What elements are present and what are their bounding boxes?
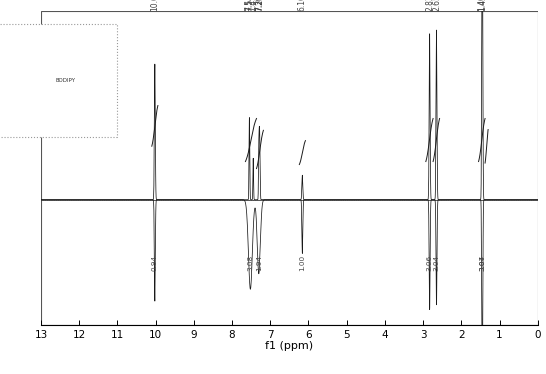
Text: 3.04: 3.04	[434, 254, 440, 271]
Bar	[41, 11, 538, 325]
Text: 7.45: 7.45	[249, 0, 258, 10]
Text: 1.00: 1.00	[299, 254, 305, 271]
Text: 7.54: 7.54	[245, 0, 254, 10]
X-axis label: f1 (ppm): f1 (ppm)	[265, 341, 313, 351]
Text: 2.65: 2.65	[432, 0, 441, 10]
Text: 7.55: 7.55	[245, 0, 254, 10]
Text: 3.06: 3.06	[426, 254, 432, 271]
Text: 1.46: 1.46	[478, 0, 486, 10]
Text: 3.07: 3.07	[479, 254, 485, 271]
Text: 3.04: 3.04	[479, 254, 485, 271]
Text: 2.83: 2.83	[425, 0, 434, 10]
Text: 7.29: 7.29	[255, 0, 264, 10]
Text: 3.08: 3.08	[247, 254, 253, 271]
Text: 1.94: 1.94	[256, 254, 262, 271]
Text: 0.94: 0.94	[152, 254, 158, 271]
Text: 1.45: 1.45	[478, 0, 487, 10]
Text: 7.30: 7.30	[254, 0, 263, 10]
Text: 6.16: 6.16	[298, 0, 307, 10]
Text: 10.02: 10.02	[150, 0, 159, 10]
Text: BODIPY: BODIPY	[56, 78, 76, 83]
Bar	[0, 24, 117, 137]
Text: 7.28: 7.28	[256, 0, 264, 10]
